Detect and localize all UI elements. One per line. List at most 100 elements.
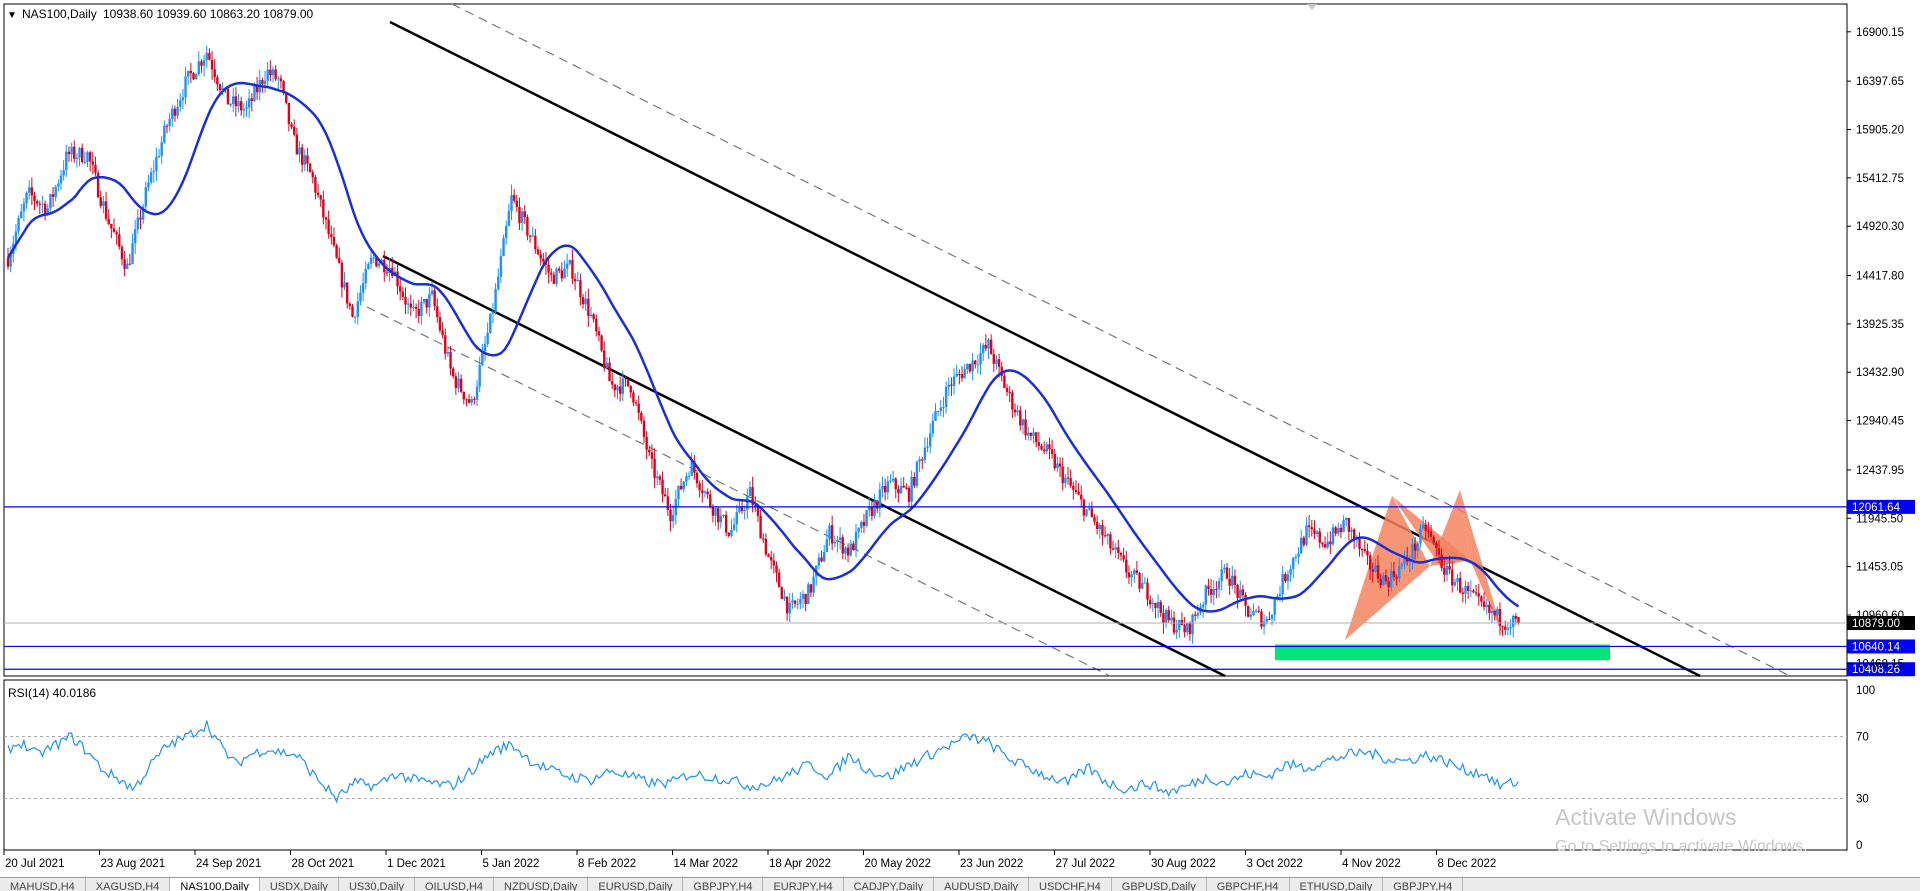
candle-body — [1292, 557, 1295, 570]
candle-body — [234, 96, 238, 107]
candle-body — [616, 386, 619, 391]
candle-body — [1419, 528, 1422, 544]
candle-body — [1339, 527, 1343, 533]
candle-body — [1223, 567, 1226, 570]
candle-body — [1382, 575, 1385, 586]
candle-body — [865, 510, 868, 526]
header-arrow[interactable]: ▼ — [7, 10, 17, 21]
level-label: 12061.64 — [1852, 502, 1901, 514]
candle-body — [1109, 534, 1112, 549]
candle-body — [629, 385, 632, 393]
chart-tab[interactable]: GBPJPY,H4 — [1383, 878, 1464, 891]
candle-body — [187, 70, 190, 77]
candle-body — [483, 343, 487, 352]
candle-body — [452, 368, 455, 377]
chart-tab[interactable]: GBPJPY,H4 — [683, 878, 764, 891]
candle-body — [78, 147, 81, 158]
chart-tab[interactable]: EURUSD,Daily — [588, 878, 684, 891]
candle-body — [1011, 392, 1014, 410]
chart-tab[interactable]: USDX,Daily — [260, 878, 339, 891]
candle-body — [997, 359, 1001, 367]
chart-tab[interactable]: ETHUSD,Daily — [1290, 878, 1384, 891]
candle-body — [1453, 581, 1457, 586]
candle-body — [899, 485, 903, 494]
chart-tab[interactable]: GBPCHF,H4 — [1207, 878, 1290, 891]
candle-body — [319, 195, 322, 200]
time-tick-label: 23 Jun 2022 — [960, 858, 1023, 870]
candle-body — [1323, 544, 1327, 548]
candle-body — [83, 162, 87, 164]
candle-body — [157, 155, 161, 157]
candle-body — [666, 496, 670, 510]
candle-body — [1464, 585, 1467, 594]
candle-body — [425, 298, 428, 308]
chart-tab[interactable]: GBPUSD,Daily — [1112, 878, 1207, 891]
candle-body — [846, 547, 850, 556]
chart-tab[interactable]: AUDUSD,Daily — [934, 878, 1030, 891]
last-price-label: 10879.00 — [1852, 618, 1900, 630]
candle-body — [73, 146, 76, 159]
candle-body — [1000, 366, 1003, 376]
candle-body — [123, 259, 126, 269]
candle-body — [1366, 550, 1369, 556]
candle-body — [1254, 610, 1258, 612]
candle-body — [645, 436, 648, 450]
chart-tab[interactable]: OILUSD,H4 — [415, 878, 495, 891]
candle-body — [1207, 585, 1210, 590]
candle-body — [682, 481, 685, 490]
price-tick-label: 16900.15 — [1856, 27, 1904, 39]
candle-body — [1331, 527, 1335, 545]
candle-body — [367, 264, 370, 270]
candlesticks — [6, 45, 1520, 644]
candle-body — [412, 306, 415, 308]
candle-body — [894, 478, 897, 489]
candle-body — [1040, 445, 1043, 450]
candle-body — [1005, 387, 1009, 392]
price-tick-label: 15412.75 — [1856, 173, 1904, 185]
candle-body — [467, 399, 471, 403]
candle-body — [571, 260, 574, 279]
candle-body — [144, 187, 147, 207]
candle-body — [75, 157, 79, 159]
candle-body — [984, 345, 988, 349]
candle-body — [1101, 525, 1104, 536]
candle-body — [1154, 602, 1157, 609]
candle-body — [563, 268, 566, 279]
candle-body — [687, 475, 691, 477]
scroll-marker[interactable] — [1307, 4, 1317, 10]
chart-tab[interactable]: NZDUSD,Daily — [494, 878, 589, 891]
chart-tab[interactable]: EURJPY,H4 — [763, 878, 844, 891]
candle-body — [947, 384, 950, 388]
candle-body — [1172, 617, 1176, 633]
chart-tab[interactable]: US30,Daily — [339, 878, 415, 891]
candle-body — [385, 272, 389, 274]
candle-body — [579, 280, 582, 298]
candle-body — [971, 360, 974, 372]
candle-body — [473, 398, 476, 400]
candle-body — [1395, 576, 1398, 579]
candle-body — [1445, 565, 1449, 575]
candle-body — [232, 96, 235, 105]
chart-tab[interactable]: CADJPY,Daily — [844, 878, 935, 891]
main-chart-frame — [3, 3, 1848, 677]
chart-tab[interactable]: NAS100,Daily — [170, 878, 260, 891]
candle-body — [820, 557, 823, 562]
candle-body — [417, 308, 420, 316]
candle-body — [454, 376, 458, 389]
candle-body — [330, 234, 333, 237]
candle-body — [81, 147, 84, 163]
candle-body — [86, 152, 89, 163]
candle-body — [247, 98, 251, 108]
chart-tab[interactable]: MAHUSD,H4 — [0, 878, 86, 891]
candle-body — [756, 507, 760, 517]
time-tick-label: 4 Nov 2022 — [1342, 858, 1401, 870]
candle-body — [353, 316, 357, 318]
candle-body — [57, 183, 60, 187]
chart-tab[interactable]: USDCHF,H4 — [1029, 878, 1112, 891]
candle-body — [107, 218, 110, 224]
chart-tab[interactable]: XAGUSD,H4 — [86, 878, 171, 891]
candle-body — [295, 134, 299, 155]
candle-body — [110, 223, 113, 229]
candle-body — [701, 490, 704, 493]
